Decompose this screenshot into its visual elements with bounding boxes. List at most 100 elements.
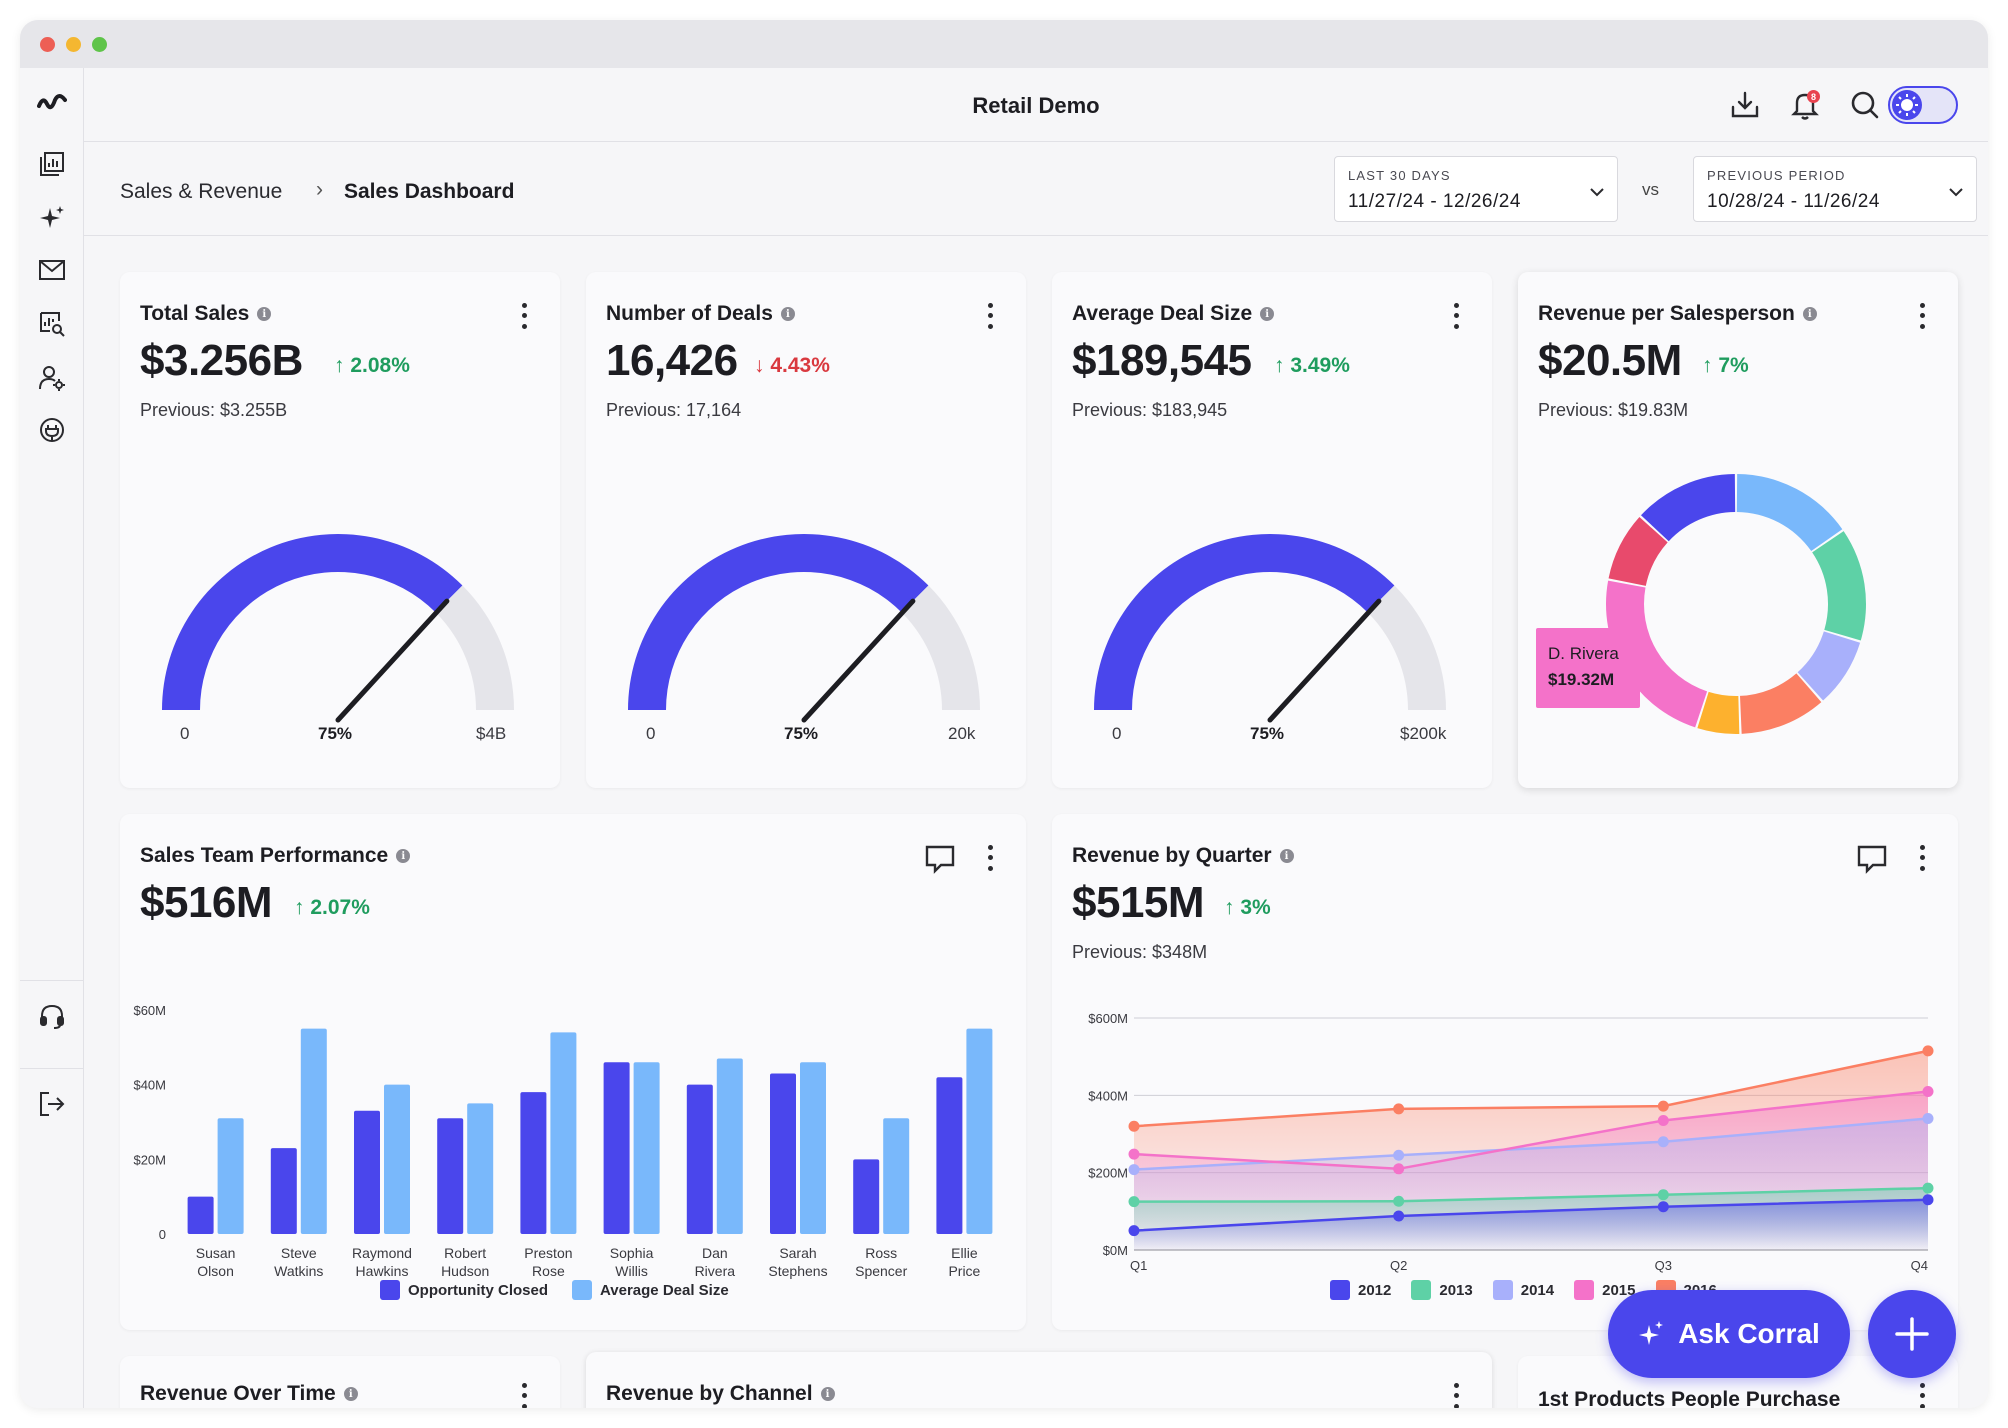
integrations-icon[interactable]: [36, 414, 68, 446]
bar[interactable]: [520, 1092, 547, 1234]
download-icon[interactable]: [1728, 88, 1762, 122]
data-point[interactable]: [1128, 1196, 1140, 1208]
user-settings-icon[interactable]: [36, 362, 68, 394]
bar[interactable]: [770, 1073, 796, 1234]
bar[interactable]: [437, 1118, 464, 1234]
data-point[interactable]: [1922, 1045, 1934, 1057]
notification-badge: 8: [1807, 90, 1820, 103]
series-line: [1133, 1090, 1929, 1171]
minimize-window-button[interactable]: [66, 37, 81, 52]
comment-icon[interactable]: [924, 844, 956, 874]
info-icon[interactable]: i: [257, 307, 272, 321]
data-point[interactable]: [1922, 1194, 1934, 1206]
bar[interactable]: [686, 1084, 713, 1234]
arrow-up-icon: ↑: [294, 896, 311, 919]
info-icon[interactable]: i: [1279, 849, 1294, 863]
more-menu-icon[interactable]: [1910, 1380, 1934, 1408]
close-window-button[interactable]: [40, 37, 55, 52]
breadcrumb-parent[interactable]: Sales & Revenue: [120, 180, 283, 203]
bar[interactable]: [603, 1062, 630, 1234]
bar[interactable]: [384, 1084, 410, 1234]
bar[interactable]: [354, 1110, 380, 1234]
more-menu-icon[interactable]: [978, 300, 1002, 332]
compare-period-select[interactable]: PREVIOUS PERIOD 10/28/24 - 11/26/24: [1693, 156, 1977, 222]
bar[interactable]: [800, 1062, 826, 1234]
data-point[interactable]: [1657, 1189, 1669, 1201]
bar[interactable]: [467, 1103, 494, 1234]
add-button[interactable]: [1868, 1290, 1956, 1378]
donut-slice[interactable]: [1606, 580, 1708, 728]
bar[interactable]: [966, 1028, 993, 1234]
data-point[interactable]: [1393, 1195, 1405, 1207]
ask-corral-button[interactable]: Ask Corral: [1608, 1290, 1850, 1378]
search-icon[interactable]: [1848, 88, 1882, 122]
data-point[interactable]: [1128, 1148, 1140, 1160]
info-icon[interactable]: i: [820, 1387, 835, 1401]
maximize-window-button[interactable]: [92, 37, 107, 52]
bar[interactable]: [217, 1118, 244, 1234]
more-menu-icon[interactable]: [1910, 300, 1934, 332]
legend-swatch: [1330, 1280, 1350, 1300]
data-point[interactable]: [1128, 1164, 1140, 1176]
bar[interactable]: [716, 1058, 743, 1234]
data-point[interactable]: [1657, 1114, 1669, 1126]
mail-icon[interactable]: [36, 254, 68, 286]
more-menu-icon[interactable]: [1444, 1380, 1468, 1408]
data-point[interactable]: [1393, 1210, 1405, 1222]
data-point[interactable]: [1657, 1100, 1669, 1112]
bar[interactable]: [883, 1118, 910, 1234]
info-icon[interactable]: i: [343, 1387, 358, 1401]
more-menu-icon[interactable]: [1910, 842, 1934, 874]
legend-item[interactable]: 2013: [1411, 1280, 1473, 1300]
bar[interactable]: [853, 1159, 880, 1234]
support-headset-icon[interactable]: [36, 1000, 68, 1032]
brand-logo-icon[interactable]: [36, 86, 68, 118]
legend-item[interactable]: 2015: [1574, 1280, 1636, 1300]
dashboards-icon[interactable]: [36, 148, 68, 180]
info-icon[interactable]: i: [396, 849, 411, 863]
report-search-icon[interactable]: [36, 308, 68, 340]
donut-slice[interactable]: [1812, 531, 1866, 641]
donut-slice[interactable]: [1797, 631, 1861, 701]
data-point[interactable]: [1922, 1182, 1934, 1194]
data-point[interactable]: [1128, 1225, 1140, 1237]
bar[interactable]: [187, 1196, 214, 1234]
kpi-value: $3.256B: [140, 336, 303, 385]
data-point[interactable]: [1393, 1103, 1405, 1115]
donut-slice[interactable]: [1740, 673, 1822, 734]
data-point[interactable]: [1128, 1120, 1140, 1132]
sparkle-icon[interactable]: [36, 202, 68, 234]
date-range-select[interactable]: LAST 30 DAYS 11/27/24 - 12/26/24: [1334, 156, 1618, 222]
bar[interactable]: [550, 1032, 577, 1234]
info-icon[interactable]: i: [1802, 307, 1817, 321]
more-menu-icon[interactable]: [978, 842, 1002, 874]
info-icon[interactable]: i: [1260, 307, 1275, 321]
legend-item[interactable]: Average Deal Size: [572, 1280, 729, 1300]
more-menu-icon[interactable]: [512, 300, 536, 332]
data-point[interactable]: [1393, 1149, 1405, 1161]
data-point[interactable]: [1657, 1136, 1669, 1148]
comment-icon[interactable]: [1856, 844, 1888, 874]
logout-icon[interactable]: [36, 1088, 68, 1120]
x-tick-label: Sophia: [610, 1245, 654, 1261]
bar[interactable]: [270, 1148, 297, 1234]
legend-item[interactable]: 2012: [1330, 1280, 1391, 1300]
theme-toggle[interactable]: [1888, 86, 1958, 124]
bar[interactable]: [633, 1062, 660, 1234]
data-point[interactable]: [1393, 1163, 1405, 1175]
bell-icon[interactable]: 8: [1788, 88, 1822, 122]
donut-slice[interactable]: [1736, 474, 1843, 552]
legend-item[interactable]: Opportunity Closed: [380, 1280, 548, 1300]
more-menu-icon[interactable]: [1444, 300, 1468, 332]
data-point[interactable]: [1922, 1085, 1934, 1097]
bar[interactable]: [936, 1077, 963, 1234]
data-point[interactable]: [1657, 1201, 1669, 1213]
donut-slice[interactable]: [1608, 516, 1668, 586]
info-icon[interactable]: i: [780, 307, 795, 321]
donut-slice[interactable]: [1640, 474, 1736, 542]
donut-slice[interactable]: [1697, 691, 1740, 734]
legend-item[interactable]: 2014: [1492, 1280, 1554, 1300]
bar[interactable]: [300, 1028, 327, 1234]
more-menu-icon[interactable]: [512, 1380, 536, 1408]
data-point[interactable]: [1922, 1113, 1934, 1125]
